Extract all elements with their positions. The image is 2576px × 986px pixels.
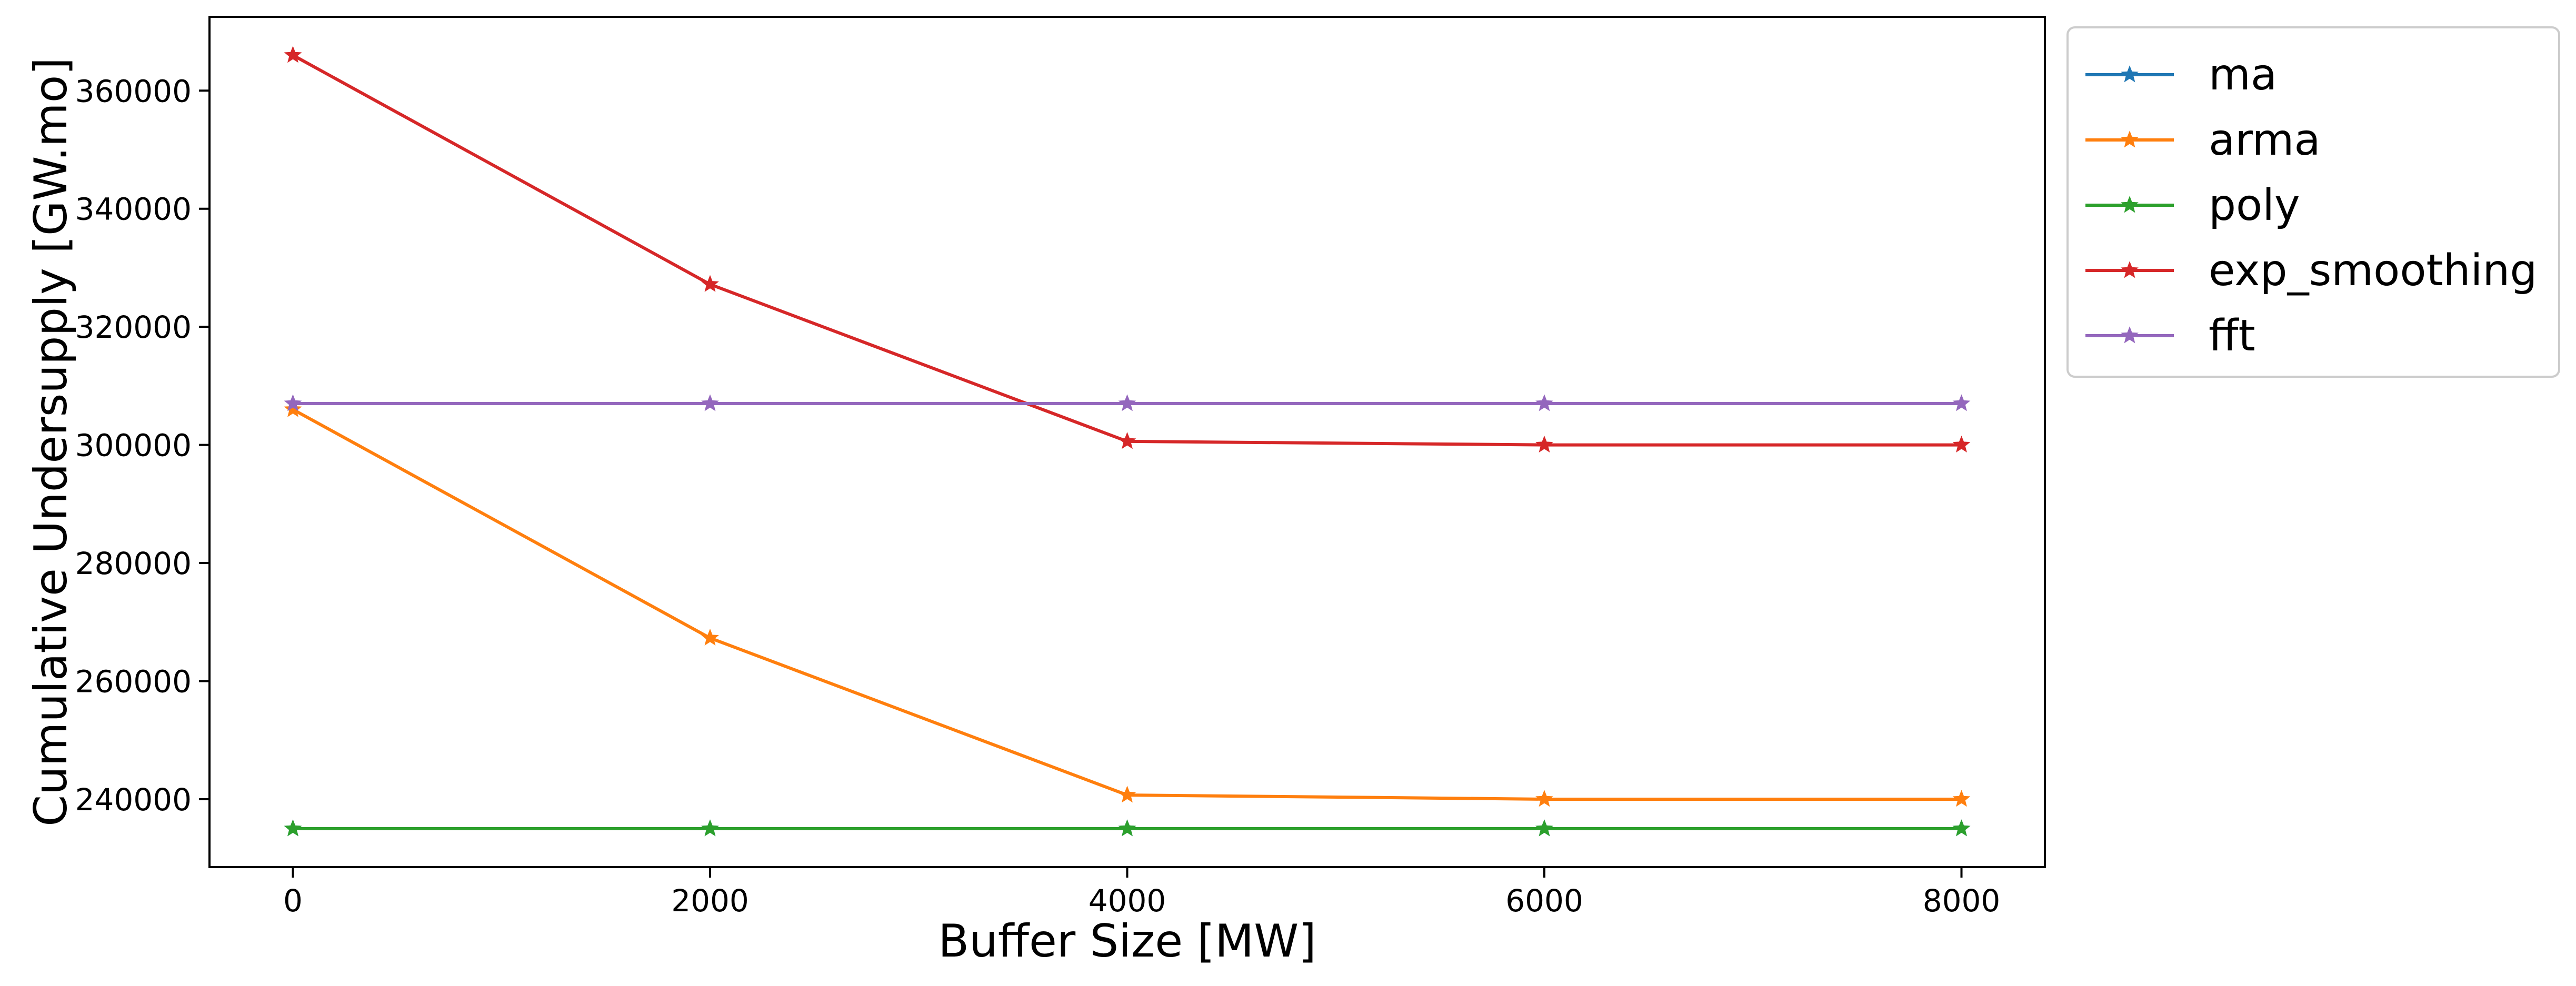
data-point-marker — [284, 394, 302, 411]
y-tick-label: 340000 — [75, 192, 192, 227]
legend-label: arma — [2209, 115, 2321, 165]
legend-label: ma — [2209, 50, 2277, 100]
y-tick-label: 360000 — [75, 73, 192, 109]
y-tick-label: 240000 — [75, 782, 192, 818]
data-point-marker — [284, 46, 302, 63]
data-point-marker — [1952, 435, 1971, 452]
y-tick-label: 280000 — [75, 546, 192, 581]
series-poly — [284, 819, 1971, 837]
legend-swatch-marker — [2121, 196, 2139, 213]
y-tick-label: 300000 — [75, 428, 192, 464]
y-axis-label: Cumulative Undersupply [GW.mo] — [25, 57, 77, 827]
x-tick-label: 6000 — [1505, 883, 1583, 919]
series-exp-smoothing — [284, 46, 1971, 452]
legend-item-arma: arma — [2085, 115, 2321, 165]
legend-label: fft — [2209, 311, 2255, 361]
data-point-marker — [1535, 435, 1553, 452]
series-line — [292, 54, 1962, 447]
data-point-marker — [701, 275, 719, 292]
data-point-marker — [701, 628, 719, 646]
data-point-marker — [1952, 394, 1971, 411]
data-point-marker — [1952, 790, 1971, 807]
data-point-marker — [701, 394, 719, 411]
x-axis-label: Buffer Size [MW] — [938, 915, 1316, 968]
x-tick-label: 0 — [283, 883, 303, 919]
data-point-marker — [1535, 819, 1553, 837]
series-lines — [284, 46, 1971, 837]
legend-item-ma: ma — [2085, 50, 2277, 100]
series-line — [292, 408, 1962, 801]
data-point-marker — [1952, 819, 1971, 837]
legend-label: poly — [2209, 180, 2300, 230]
data-point-marker — [284, 819, 302, 837]
legend-item-fft: fft — [2085, 311, 2255, 361]
data-point-marker — [1535, 394, 1553, 411]
data-point-marker — [1118, 394, 1136, 411]
legend-label: exp_smoothing — [2209, 246, 2537, 296]
legend-item-exp-smoothing: exp_smoothing — [2085, 246, 2537, 296]
legend-item-poly: poly — [2085, 180, 2300, 230]
data-point-marker — [1118, 819, 1136, 837]
x-tick-label: 2000 — [671, 883, 749, 919]
y-axis: 240000 260000 280000 300000 320000 340000 3600… — [75, 73, 209, 818]
x-axis: 0 2000 4000 6000 8000 — [283, 867, 2000, 919]
data-point-marker — [1118, 432, 1136, 449]
legend-swatch-marker — [2121, 326, 2139, 344]
series-arma — [284, 400, 1971, 807]
legend-box — [2066, 26, 2560, 378]
data-point-marker — [1535, 790, 1553, 807]
legend-swatch-marker — [2121, 130, 2139, 148]
x-tick-label: 4000 — [1089, 883, 1166, 919]
data-point-marker — [1118, 786, 1136, 803]
x-tick-label: 8000 — [1923, 883, 2001, 919]
y-tick-label: 260000 — [75, 664, 192, 700]
legend-swatch-marker — [2121, 65, 2139, 83]
legend-swatch-marker — [2121, 261, 2139, 278]
data-point-marker — [701, 819, 719, 837]
series-fft — [284, 394, 1971, 411]
y-tick-label: 320000 — [75, 309, 192, 345]
data-point-marker — [284, 400, 302, 417]
